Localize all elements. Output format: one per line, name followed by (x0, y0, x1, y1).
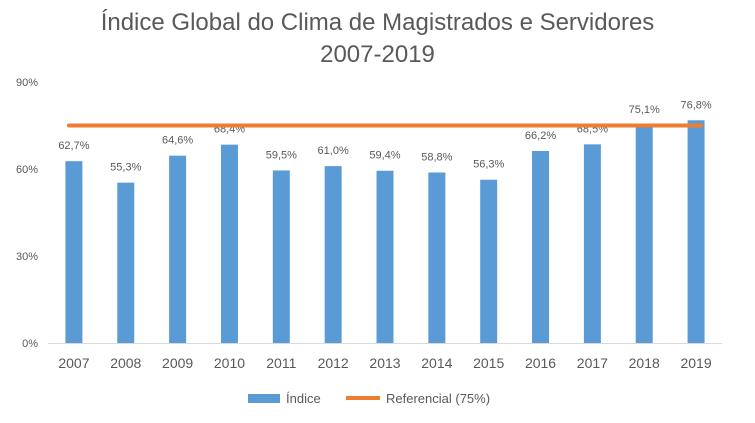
bar-2018 (635, 125, 653, 344)
data-label-2012: 61,0% (318, 145, 349, 157)
bar-2010 (220, 144, 238, 343)
y-tick-label: 0% (22, 338, 38, 350)
data-label-2009: 64,6% (162, 135, 193, 147)
x-tick-label-2012: 2012 (318, 355, 349, 371)
data-label-2007: 62,7% (58, 140, 89, 152)
bar-2014 (428, 172, 446, 343)
bar-2019 (687, 120, 705, 343)
bar-2012 (324, 166, 342, 343)
data-label-2013: 59,4% (369, 150, 400, 162)
chart-subtitle: 2007-2019 (320, 41, 435, 68)
x-tick-label-2009: 2009 (162, 355, 193, 371)
x-tick-label-2007: 2007 (58, 355, 89, 371)
x-tick-label-2019: 2019 (680, 355, 711, 371)
x-tick-label-2016: 2016 (525, 355, 556, 371)
legend-label-indice: Índice (286, 390, 321, 406)
legend-swatch-line (346, 396, 380, 400)
bar-2011 (272, 170, 290, 343)
bar-2009 (169, 155, 187, 343)
y-tick-label: 60% (16, 164, 38, 176)
x-tick-label-2018: 2018 (629, 355, 660, 371)
data-label-2019: 76,8% (680, 99, 711, 111)
x-tick-label-2008: 2008 (110, 355, 141, 371)
bar-2017 (583, 144, 601, 343)
data-label-2008: 55,3% (110, 162, 141, 174)
legend-item-indice: Índice (248, 388, 321, 408)
bar-2015 (480, 179, 498, 343)
x-tick-label-2014: 2014 (421, 355, 452, 371)
legend-swatch-bar (248, 393, 280, 403)
y-tick-label: 30% (16, 251, 38, 263)
x-tick-label-2013: 2013 (369, 355, 400, 371)
x-tick-label-2015: 2015 (473, 355, 504, 371)
bar-2016 (532, 151, 550, 343)
chart-legend: Índice Referencial (75%) (0, 388, 755, 408)
bar-2007 (65, 161, 83, 343)
data-label-2014: 58,8% (421, 151, 452, 163)
legend-label-referencial: Referencial (75%) (386, 390, 491, 406)
data-label-2015: 56,3% (473, 159, 504, 171)
y-tick-label: 90% (16, 77, 38, 89)
legend-item-referencial: Referencial (75%) (346, 388, 490, 408)
bar-2008 (117, 182, 135, 343)
bar-2013 (376, 170, 394, 343)
x-tick-label-2011: 2011 (266, 355, 296, 371)
x-tick-label-2017: 2017 (577, 355, 608, 371)
x-tick-label-2010: 2010 (214, 355, 245, 371)
data-label-2018: 75,1% (629, 104, 660, 116)
data-label-2016: 66,2% (525, 130, 556, 142)
data-label-2011: 59,5% (266, 149, 297, 161)
chart-title: Índice Global do Clima de Magistrados e … (100, 9, 655, 36)
